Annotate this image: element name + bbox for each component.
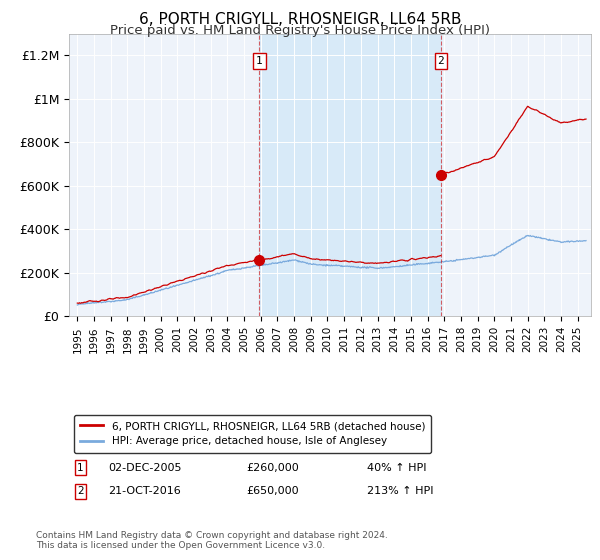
Text: 6, PORTH CRIGYLL, RHOSNEIGR, LL64 5RB: 6, PORTH CRIGYLL, RHOSNEIGR, LL64 5RB [139,12,461,27]
Text: £260,000: £260,000 [247,463,299,473]
Legend: 6, PORTH CRIGYLL, RHOSNEIGR, LL64 5RB (detached house), HPI: Average price, deta: 6, PORTH CRIGYLL, RHOSNEIGR, LL64 5RB (d… [74,415,431,452]
Text: 40% ↑ HPI: 40% ↑ HPI [367,463,426,473]
Text: 1: 1 [256,56,263,66]
Text: Contains HM Land Registry data © Crown copyright and database right 2024.
This d: Contains HM Land Registry data © Crown c… [36,530,388,550]
Text: 2: 2 [77,486,84,496]
Text: 213% ↑ HPI: 213% ↑ HPI [367,486,433,496]
Bar [259,34,441,316]
Text: £650,000: £650,000 [247,486,299,496]
Text: 02-DEC-2005: 02-DEC-2005 [108,463,182,473]
Text: Price paid vs. HM Land Registry's House Price Index (HPI): Price paid vs. HM Land Registry's House … [110,24,490,36]
Text: 2: 2 [437,56,444,66]
Text: 21-OCT-2016: 21-OCT-2016 [108,486,181,496]
Text: 1: 1 [77,463,84,473]
